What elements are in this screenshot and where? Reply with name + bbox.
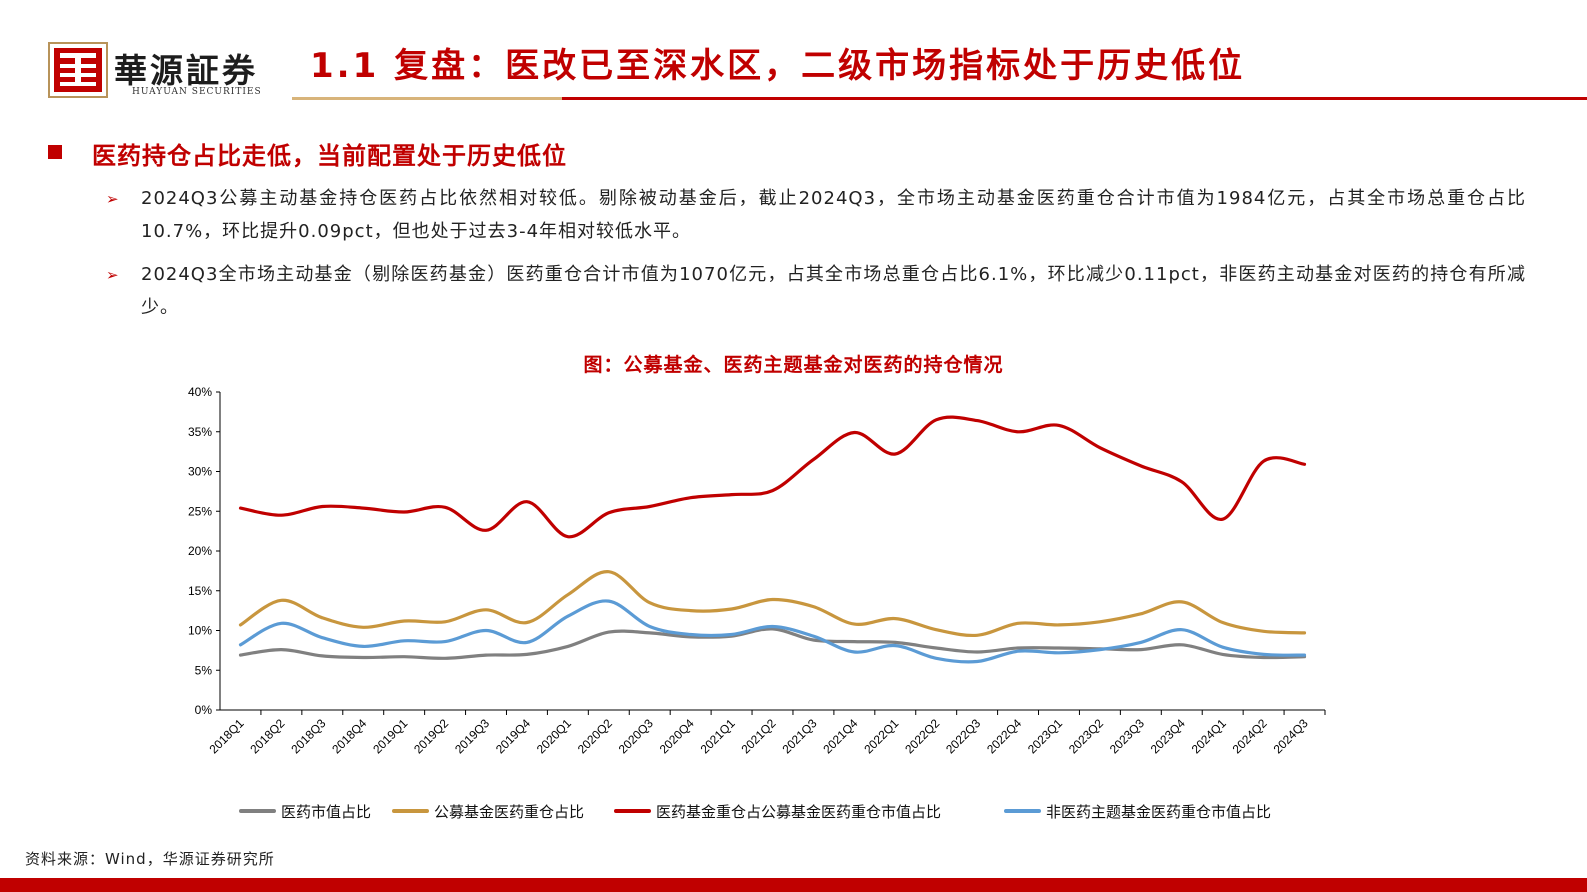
bullet-arrow-icon: ➢ bbox=[106, 266, 119, 284]
header-divider bbox=[292, 97, 1587, 100]
section-title: 医药持仓占比走低，当前配置处于历史低位 bbox=[92, 142, 567, 170]
chart-title: 图：公募基金、医药主题基金对医药的持仓情况 bbox=[583, 354, 1004, 376]
x-tick-label: 2018Q1 bbox=[206, 716, 246, 756]
x-tick-label: 2018Q2 bbox=[247, 716, 287, 756]
footer-bar bbox=[0, 878, 1587, 892]
series-line-1 bbox=[238, 627, 1307, 660]
x-tick-label: 2021Q1 bbox=[698, 716, 738, 756]
company-logo-mark-icon bbox=[48, 42, 108, 98]
x-tick-label: 2020Q1 bbox=[534, 716, 574, 756]
y-tick-label: 0% bbox=[195, 703, 213, 717]
legend-item-2: 公募基金医药重仓占比 bbox=[392, 803, 584, 821]
section-square-icon bbox=[48, 145, 62, 159]
x-tick-label: 2023Q3 bbox=[1107, 716, 1147, 756]
legend-label: 公募基金医药重仓占比 bbox=[434, 803, 584, 821]
series-line-4 bbox=[238, 599, 1307, 664]
x-tick-label: 2024Q2 bbox=[1230, 716, 1270, 756]
x-tick-label: 2020Q2 bbox=[575, 716, 615, 756]
legend-item-4: 非医药主题基金医药重仓市值占比 bbox=[1004, 803, 1271, 821]
x-tick-label: 2020Q4 bbox=[657, 716, 697, 756]
y-tick-label: 20% bbox=[188, 544, 212, 558]
data-source: 资料来源：Wind，华源证券研究所 bbox=[25, 850, 275, 868]
x-tick-label: 2019Q3 bbox=[452, 716, 492, 756]
chart-legend: 医药市值占比 公募基金医药重仓占比 医药基金重仓占公募基金医药重仓市值占比 非医药主题… bbox=[239, 803, 1271, 821]
x-tick-label: 2021Q4 bbox=[820, 716, 860, 756]
legend-item-3: 医药基金重仓占公募基金医药重仓市值占比 bbox=[614, 803, 941, 821]
series-line-3 bbox=[238, 415, 1307, 539]
series-line-2 bbox=[238, 570, 1307, 638]
header-divider-accent bbox=[292, 97, 562, 100]
x-tick-label: 2023Q2 bbox=[1066, 716, 1106, 756]
x-tick-label: 2023Q1 bbox=[1025, 716, 1065, 756]
bullet-text-1: 2024Q3公募主动基金持仓医药占比依然相对较低。剔除被动基金后，截止2024Q… bbox=[141, 188, 1526, 242]
x-tick-label: 2022Q3 bbox=[943, 716, 983, 756]
chart-axes: 0%5%10%15%20%25%30%35%40%2018Q1 2018Q2 201… bbox=[188, 385, 1326, 756]
y-tick-label: 15% bbox=[188, 584, 212, 598]
y-tick-label: 10% bbox=[188, 624, 212, 638]
y-tick-label: 35% bbox=[188, 425, 212, 439]
x-tick-label: 2018Q3 bbox=[288, 716, 328, 756]
y-tick-label: 5% bbox=[195, 663, 213, 677]
legend-label: 非医药主题基金医药重仓市值占比 bbox=[1046, 803, 1271, 821]
logo-chinese-name: 華源証券 bbox=[114, 51, 258, 90]
x-tick-label: 2022Q4 bbox=[984, 716, 1024, 756]
logo-english-name: HUAYUAN SECURITIES bbox=[132, 87, 262, 97]
x-tick-label: 2019Q1 bbox=[370, 716, 410, 756]
company-logo: 華源証券 HUAYUAN SECURITIES bbox=[48, 40, 284, 102]
x-tick-label: 2019Q2 bbox=[411, 716, 451, 756]
x-tick-label: 2021Q3 bbox=[779, 716, 819, 756]
x-tick-label: 2022Q1 bbox=[861, 716, 901, 756]
bullet-text-2: 2024Q3全市场主动基金（剔除医药基金）医药重仓合计市值为1070亿元，占其全… bbox=[141, 264, 1526, 318]
x-tick-label: 2018Q4 bbox=[329, 716, 369, 756]
page-title: 1.1 复盘：医改已至深水区，二级市场指标处于历史低位 bbox=[310, 46, 1246, 86]
x-tick-label: 2019Q4 bbox=[493, 716, 533, 756]
x-tick-label: 2021Q2 bbox=[739, 716, 779, 756]
x-tick-label: 2024Q3 bbox=[1271, 716, 1311, 756]
x-tick-label: 2020Q3 bbox=[616, 716, 656, 756]
legend-label: 医药基金重仓占公募基金医药重仓市值占比 bbox=[656, 803, 941, 821]
x-tick-label: 2022Q2 bbox=[902, 716, 942, 756]
y-tick-label: 30% bbox=[188, 465, 212, 479]
chart-lines bbox=[238, 415, 1307, 664]
legend-label: 医药市值占比 bbox=[281, 803, 371, 821]
y-tick-label: 40% bbox=[188, 385, 212, 399]
y-tick-label: 25% bbox=[188, 504, 212, 518]
legend-item-1: 医药市值占比 bbox=[239, 803, 371, 821]
x-tick-label: 2023Q4 bbox=[1148, 716, 1188, 756]
x-tick-label: 2024Q1 bbox=[1189, 716, 1229, 756]
bullet-arrow-icon: ➢ bbox=[106, 190, 119, 208]
